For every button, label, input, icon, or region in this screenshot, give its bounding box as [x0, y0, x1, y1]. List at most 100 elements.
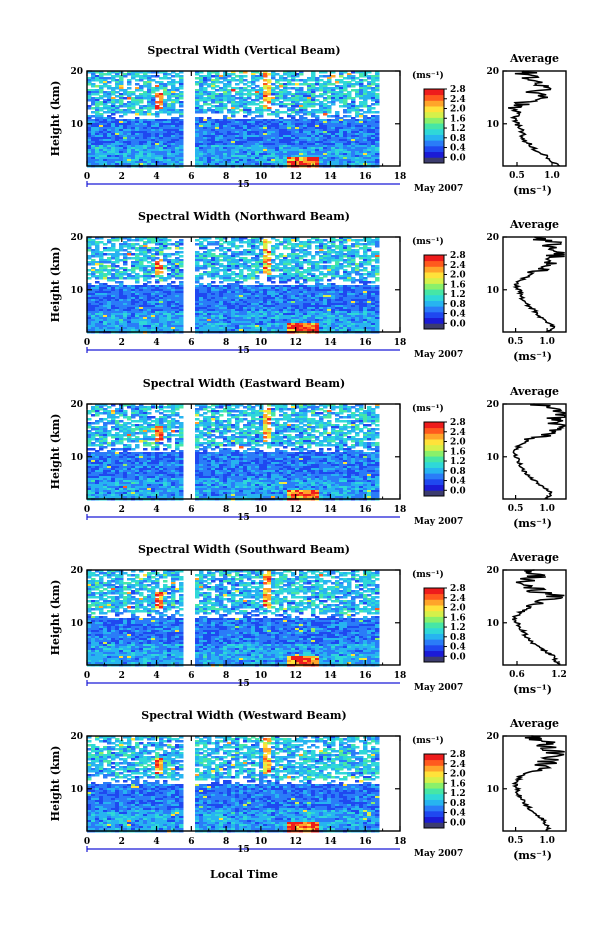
- heatmap-cell: [351, 109, 356, 112]
- date-label: 15: [237, 180, 250, 190]
- heatmap-cell: [279, 89, 284, 92]
- heatmap-cell: [215, 89, 220, 92]
- heatmap-cell: [195, 105, 200, 108]
- heatmap-cell: [323, 71, 328, 74]
- heatmap-cell: [155, 93, 160, 96]
- heatmap-cell: [235, 247, 240, 250]
- heatmap-cell: [263, 251, 268, 254]
- heatmap-cell: [323, 75, 328, 78]
- heatmap-cell: [151, 259, 156, 262]
- heatmap-cell: [167, 83, 172, 86]
- heatmap-cell: [219, 249, 224, 252]
- heatmap-cell: [327, 91, 332, 94]
- heatmap-cell: [323, 107, 328, 110]
- heatmap-cell: [143, 259, 148, 262]
- heatmap-cell: [351, 117, 356, 120]
- heatmap-cell: [143, 97, 148, 100]
- heatmap-cell: [119, 103, 124, 106]
- heatmap-cell: [139, 77, 144, 80]
- heatmap-cell: [339, 99, 344, 102]
- heatmap-cell: [123, 119, 128, 122]
- heatmap-cell: [207, 77, 212, 80]
- heatmap-cell: [107, 111, 112, 114]
- heatmap-cell: [255, 97, 260, 100]
- heatmap-cell: [323, 85, 328, 88]
- heatmap-cell: [343, 241, 348, 244]
- heatmap-cell: [315, 95, 320, 98]
- heatmap-cell: [151, 89, 156, 92]
- heatmap-cell: [107, 109, 112, 112]
- heatmap-cell: [115, 111, 120, 114]
- heatmap-cell: [99, 91, 104, 94]
- heatmap-cell: [311, 97, 316, 100]
- heatmap-cell: [343, 111, 348, 114]
- heatmap-cell: [139, 97, 144, 100]
- heatmap-cell: [159, 109, 164, 112]
- heatmap-cell: [303, 255, 308, 258]
- heatmap-cell: [343, 81, 348, 84]
- heatmap-cell: [195, 83, 200, 86]
- heatmap-cell: [211, 93, 216, 96]
- heatmap-cell: [283, 71, 288, 74]
- heatmap-cell: [147, 257, 152, 260]
- heatmap-cell: [363, 263, 368, 266]
- heatmap-cell: [259, 93, 264, 96]
- heatmap-cell: [259, 91, 264, 94]
- heatmap-cell: [239, 81, 244, 84]
- heatmap-cell: [303, 103, 308, 106]
- heatmap-cell: [299, 109, 304, 112]
- heatmap-cell: [219, 281, 224, 284]
- heatmap-cell: [135, 99, 140, 102]
- heatmap-cell: [279, 105, 284, 108]
- heatmap-cell: [115, 277, 120, 280]
- heatmap-cell: [347, 103, 352, 106]
- heatmap-cell: [299, 73, 304, 76]
- heatmap-cell: [343, 85, 348, 88]
- heatmap-cell: [287, 255, 292, 258]
- heatmap-cell: [359, 93, 364, 96]
- heatmap-cell: [299, 71, 304, 74]
- heatmap-cell: [327, 87, 332, 90]
- heatmap-cell: [267, 99, 272, 102]
- heatmap-cell: [103, 253, 108, 256]
- heatmap-cell: [359, 87, 364, 90]
- heatmap-cell: [251, 79, 256, 82]
- heatmap-cell: [363, 99, 368, 102]
- heatmap-cell: [123, 109, 128, 112]
- heatmap-cell: [311, 269, 316, 272]
- heatmap-cell: [367, 281, 372, 284]
- heatmap-cell: [147, 105, 152, 108]
- heatmap-cell: [227, 249, 232, 252]
- heatmap-cell: [171, 95, 176, 98]
- heatmap-cells: [87, 71, 380, 168]
- heatmap-cell: [247, 245, 252, 248]
- heatmap-cell: [371, 83, 376, 86]
- heatmap-cell: [179, 101, 184, 104]
- heatmap-cell: [239, 241, 244, 244]
- heatmap-cell: [355, 279, 360, 282]
- heatmap-cell: [107, 105, 112, 108]
- heatmap-cell: [91, 73, 96, 76]
- heatmap-cell: [171, 107, 176, 110]
- heatmap-cell: [91, 97, 96, 100]
- heatmap-cell: [159, 279, 164, 282]
- heatmap-cell: [263, 73, 268, 76]
- heatmap-cell: [311, 109, 316, 112]
- heatmap-cell: [179, 251, 184, 254]
- heatmap-cell: [195, 117, 200, 120]
- heatmap-cell: [171, 87, 176, 90]
- heatmap-cell: [131, 257, 136, 260]
- heatmap-cell: [339, 259, 344, 262]
- heatmap-cell: [119, 95, 124, 98]
- heatmap-cell: [355, 111, 360, 114]
- heatmap-cell: [199, 117, 204, 120]
- heatmap-cell: [199, 105, 204, 108]
- heatmap-cell: [319, 85, 324, 88]
- heatmap-cell: [115, 99, 120, 102]
- heatmap-cell: [303, 281, 308, 284]
- heatmap-cell: [239, 103, 244, 106]
- heatmap-cell: [163, 109, 168, 112]
- heatmap-cell: [199, 267, 204, 270]
- heatmap-cell: [231, 73, 236, 76]
- heatmap-cell: [343, 87, 348, 90]
